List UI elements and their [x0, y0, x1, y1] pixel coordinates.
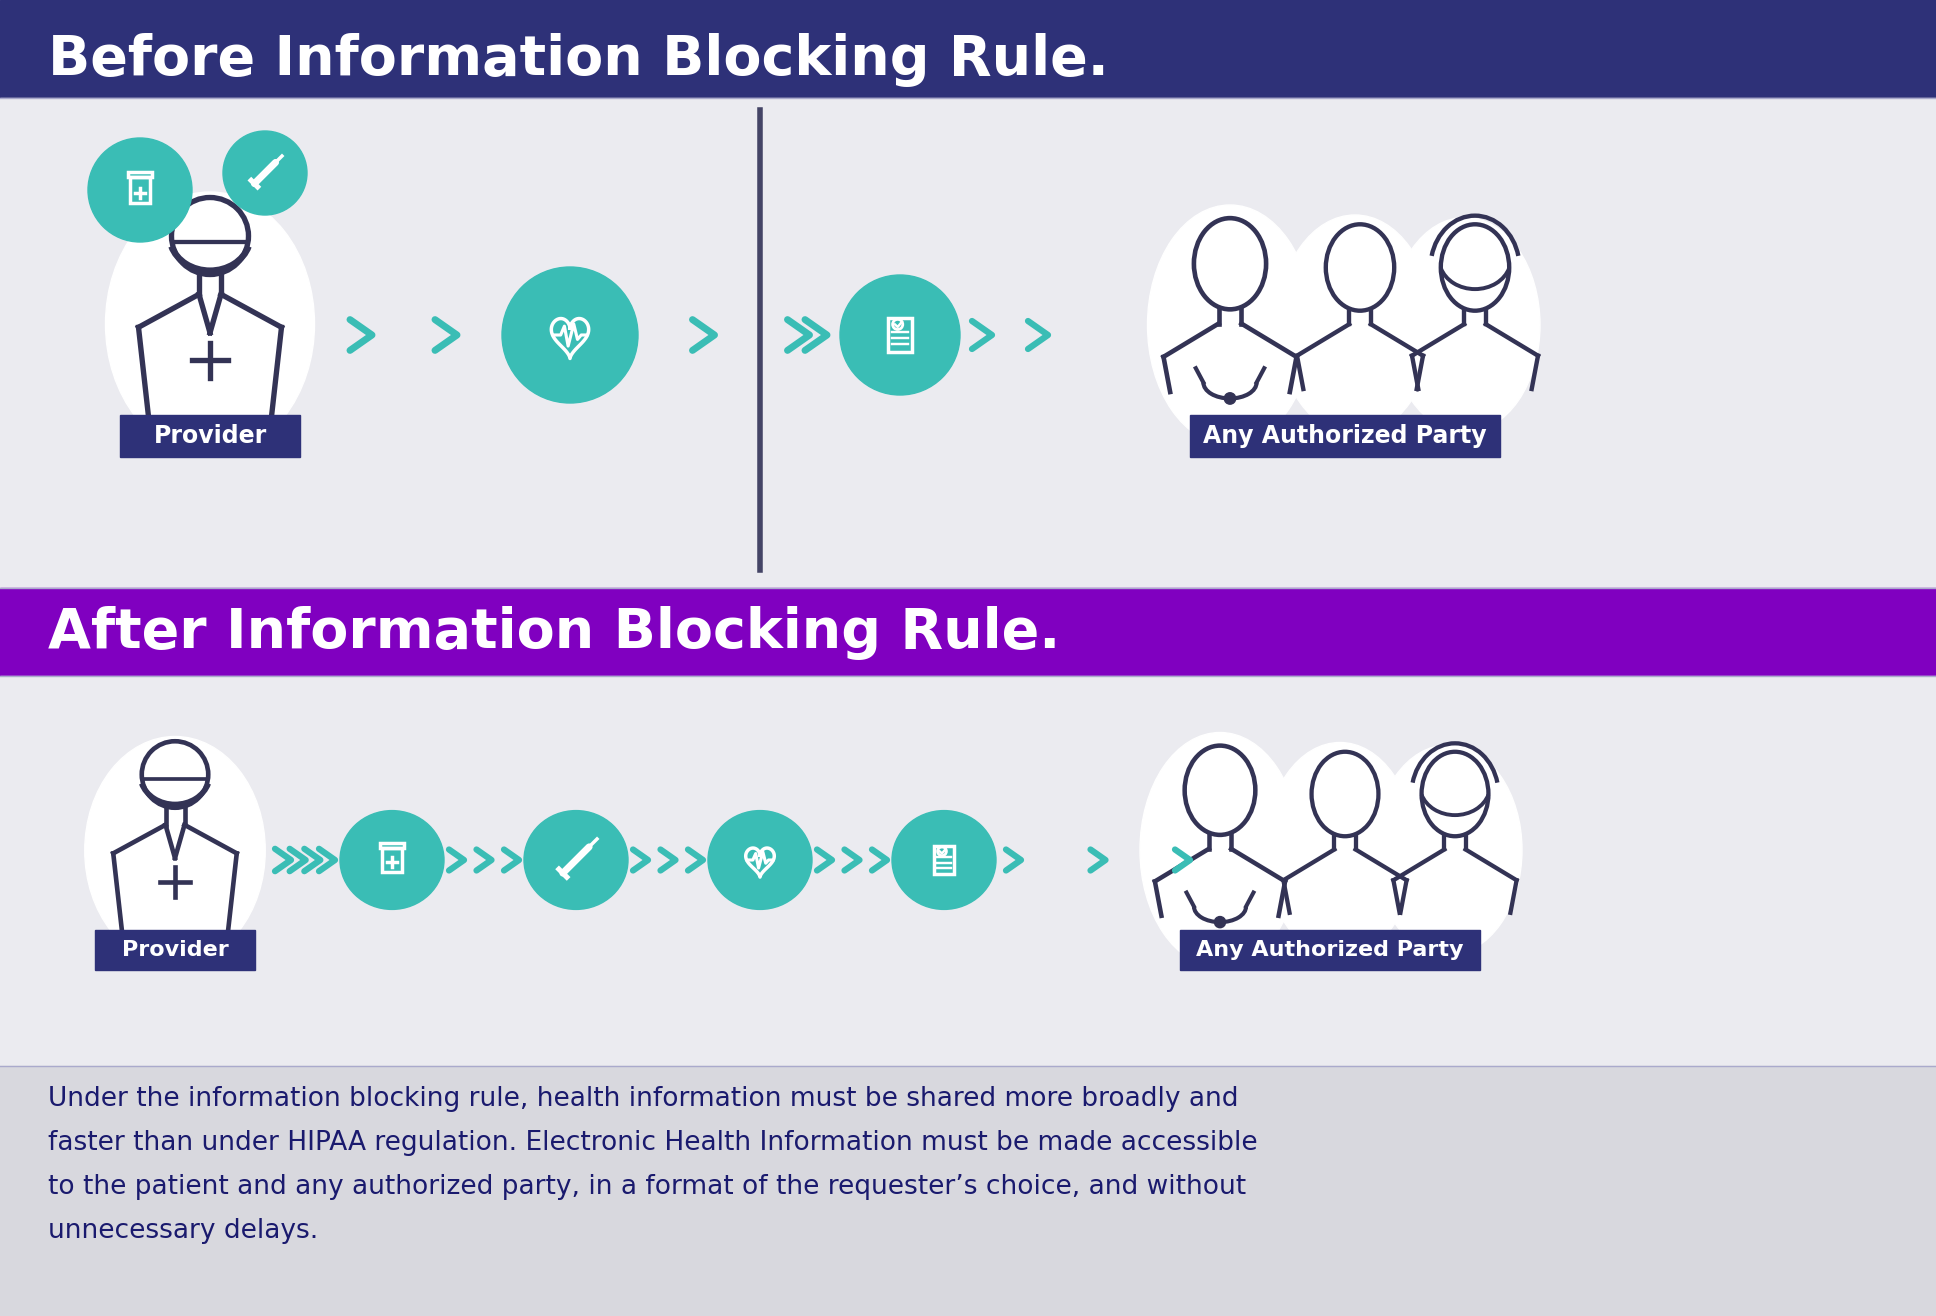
Ellipse shape: [1390, 217, 1539, 433]
Ellipse shape: [105, 192, 314, 457]
Text: Under the information blocking rule, health information must be shared more broa: Under the information blocking rule, hea…: [48, 1086, 1258, 1244]
Bar: [0, 1066, 1936, 1316]
Bar: [1191, 415, 1500, 457]
Text: Provider: Provider: [153, 424, 267, 447]
Ellipse shape: [1264, 742, 1415, 958]
Bar: [130, 178, 149, 203]
Ellipse shape: [501, 267, 639, 403]
Bar: [128, 172, 153, 178]
Circle shape: [1214, 916, 1225, 928]
Ellipse shape: [341, 811, 443, 909]
Ellipse shape: [87, 138, 192, 242]
Bar: [0, 588, 1936, 676]
Bar: [1181, 930, 1479, 970]
Bar: [0, 676, 1936, 1066]
Bar: [120, 415, 300, 457]
Bar: [0, 97, 1936, 588]
Ellipse shape: [525, 811, 627, 909]
Ellipse shape: [1140, 733, 1299, 967]
Bar: [889, 318, 912, 351]
Text: Before Information Blocking Rule.: Before Information Blocking Rule.: [48, 33, 1109, 87]
Bar: [379, 842, 405, 848]
Ellipse shape: [223, 132, 308, 215]
Ellipse shape: [709, 811, 811, 909]
Ellipse shape: [892, 811, 995, 909]
Ellipse shape: [85, 737, 265, 965]
Ellipse shape: [1148, 205, 1313, 445]
Bar: [933, 846, 954, 874]
Text: Provider: Provider: [122, 940, 228, 959]
Ellipse shape: [1278, 215, 1433, 436]
Bar: [95, 930, 256, 970]
Circle shape: [1224, 392, 1235, 404]
Bar: [381, 848, 403, 873]
Text: Any Authorized Party: Any Authorized Party: [1202, 424, 1487, 447]
Ellipse shape: [840, 275, 960, 395]
Text: Any Authorized Party: Any Authorized Party: [1196, 940, 1464, 959]
Bar: [0, 0, 1936, 97]
Text: After Information Blocking Rule.: After Information Blocking Rule.: [48, 605, 1061, 661]
Ellipse shape: [1375, 745, 1522, 955]
